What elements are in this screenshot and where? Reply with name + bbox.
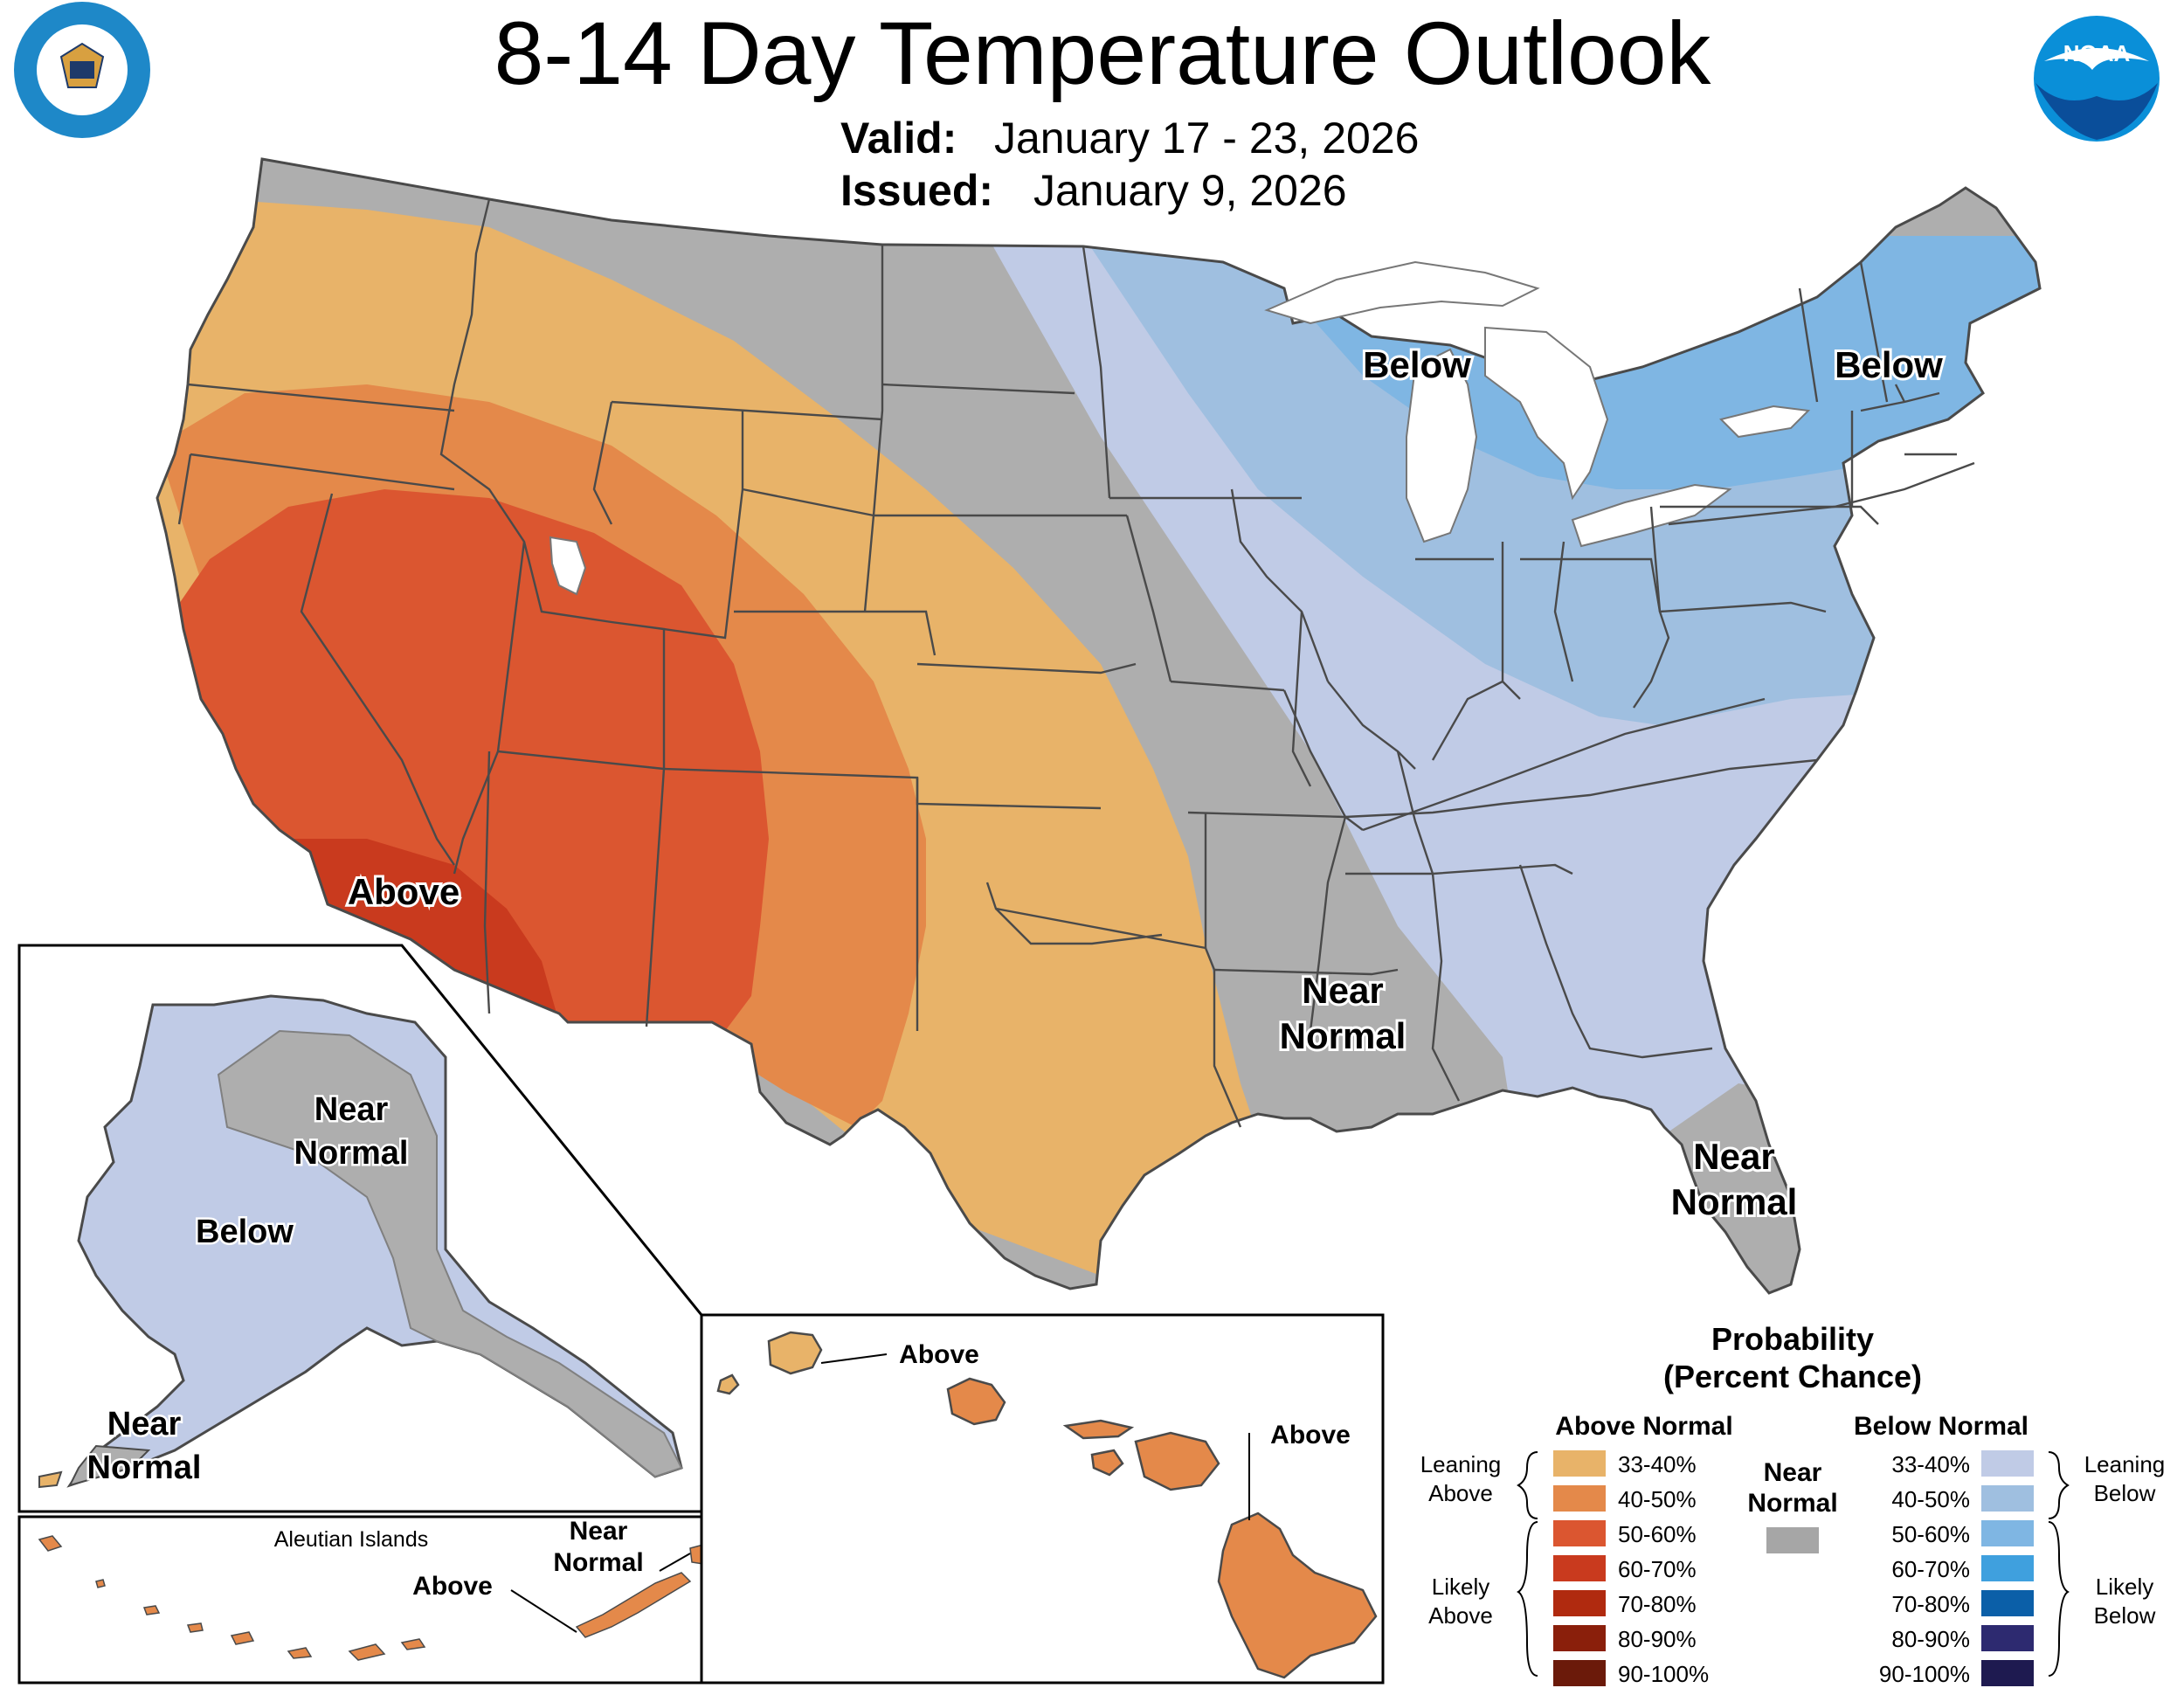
aleutian-title: Aleutian Islands	[274, 1527, 429, 1552]
label-south-near-1: Near	[1302, 970, 1383, 1011]
legend-below-label-1: 33-40%	[1891, 1451, 1970, 1477]
label-southwest-above: Above	[348, 871, 460, 912]
conus-region-labels: Above Below Below Near Normal Near Norma…	[345, 342, 1946, 1225]
aleutian-inset: Aleutian Islands Near Normal Above	[17, 1515, 704, 1685]
legend-above-swatch-3	[1553, 1520, 1606, 1546]
noaa-logo-text: NOAA	[2063, 40, 2131, 66]
legend-above-header: Above Normal	[1555, 1412, 1732, 1441]
alaska-label-near-2: Normal	[294, 1135, 409, 1172]
commerce-seal-logo	[14, 2, 150, 138]
legend: Probability (Percent Chance) Above Norma…	[1420, 1321, 2166, 1687]
hawaii-label-above-big-island: Above	[1270, 1421, 1351, 1449]
legend-below-label-6: 80-90%	[1891, 1626, 1970, 1652]
legend-near-swatch	[1766, 1527, 1819, 1553]
legend-near-2: Normal	[1747, 1489, 1837, 1518]
legend-below-label-4: 60-70%	[1891, 1556, 1970, 1582]
legend-leaning-above-2: Above	[1428, 1480, 1493, 1506]
hawaii-islands	[716, 1331, 1378, 1679]
legend-below-header: Below Normal	[1854, 1412, 2028, 1441]
label-florida-near-2: Normal	[1671, 1181, 1798, 1222]
legend-below-swatches: 33-40% 40-50% 50-60% 60-70% 70-80% 80-90% 90-1…	[1879, 1450, 2034, 1687]
alaska-inset: Near Normal Below Near Normal	[17, 944, 703, 1513]
aleutian-label-above: Above	[412, 1572, 493, 1601]
legend-above-label-6: 80-90%	[1618, 1626, 1697, 1652]
alaska-label-sw-near-2: Normal	[87, 1449, 202, 1486]
legend-leaning-below-2: Below	[2094, 1480, 2156, 1506]
hawaii-inset: Above Above	[700, 1313, 1385, 1685]
legend-near-1: Near	[1764, 1458, 1822, 1487]
legend-above-label-7: 90-100%	[1618, 1661, 1709, 1687]
alaska-label-sw-near-1: Near	[107, 1406, 182, 1442]
legend-above-swatch-6	[1553, 1625, 1606, 1651]
label-florida-near-1: Near	[1693, 1136, 1774, 1177]
legend-leaning-above-1: Leaning	[1420, 1451, 1502, 1477]
legend-likely-above-1: Likely	[1432, 1574, 1489, 1600]
legend-title-1: Probability	[1711, 1321, 1874, 1357]
conus-outline	[156, 157, 2042, 1295]
alaska-label-below: Below	[196, 1214, 294, 1250]
legend-below-swatch-3	[1981, 1520, 2034, 1546]
legend-above-swatch-5	[1553, 1590, 1606, 1616]
legend-above-label-3: 50-60%	[1618, 1521, 1697, 1547]
aleutian-islands	[38, 1535, 704, 1661]
legend-above-swatch-2	[1553, 1485, 1606, 1512]
legend-title-2: (Percent Chance)	[1663, 1359, 1922, 1394]
valid-label: Valid:	[840, 114, 957, 163]
legend-above-swatches: 33-40% 40-50% 50-60% 60-70% 70-80% 80-90% 90-1…	[1553, 1450, 1709, 1687]
noaa-logo: NOAA	[2034, 16, 2160, 142]
legend-above-swatch-4	[1553, 1555, 1606, 1581]
legend-likely-above-2: Above	[1428, 1602, 1493, 1629]
page-title: 8-14 Day Temperature Outlook	[494, 3, 1712, 103]
label-great-lakes-below: Below	[1363, 344, 1471, 385]
state-borders	[177, 198, 1975, 1128]
legend-below-label-5: 70-80%	[1891, 1591, 1970, 1617]
legend-above-swatch-1	[1553, 1450, 1606, 1477]
alaska-near-normal-area	[217, 1029, 683, 1478]
legend-below-swatch-1	[1981, 1450, 2034, 1477]
legend-below-label-3: 50-60%	[1891, 1521, 1970, 1547]
valid-value: January 17 - 23, 2026	[994, 114, 1419, 163]
header: 8-14 Day Temperature Outlook Valid: Janu…	[494, 3, 1712, 215]
legend-below-swatch-2	[1981, 1485, 2034, 1512]
alaska-label-near-1: Near	[314, 1091, 389, 1128]
legend-below-label-2: 40-50%	[1891, 1486, 1970, 1512]
hawaii-label-above-kauai: Above	[899, 1340, 979, 1369]
legend-below-swatch-5	[1981, 1590, 2034, 1616]
legend-above-label-2: 40-50%	[1618, 1486, 1697, 1512]
legend-above-swatch-7	[1553, 1660, 1606, 1686]
legend-below-swatch-4	[1981, 1555, 2034, 1581]
issued-value: January 9, 2026	[1033, 166, 1347, 215]
legend-above-label-5: 70-80%	[1618, 1591, 1697, 1617]
legend-below-swatch-7	[1981, 1660, 2034, 1686]
legend-leaning-below-1: Leaning	[2084, 1451, 2166, 1477]
legend-likely-below-2: Below	[2094, 1602, 2156, 1629]
legend-below-swatch-6	[1981, 1625, 2034, 1651]
legend-below-label-7: 90-100%	[1879, 1661, 1970, 1687]
issued-label: Issued:	[840, 166, 993, 215]
label-south-near-2: Normal	[1280, 1015, 1406, 1056]
label-northeast-below: Below	[1835, 344, 1943, 385]
legend-above-label-4: 60-70%	[1618, 1556, 1697, 1582]
legend-likely-below-1: Likely	[2096, 1574, 2153, 1600]
legend-above-label-1: 33-40%	[1618, 1451, 1697, 1477]
aleutian-label-near-2: Normal	[553, 1548, 643, 1577]
aleutian-label-near-1: Near	[570, 1517, 628, 1546]
